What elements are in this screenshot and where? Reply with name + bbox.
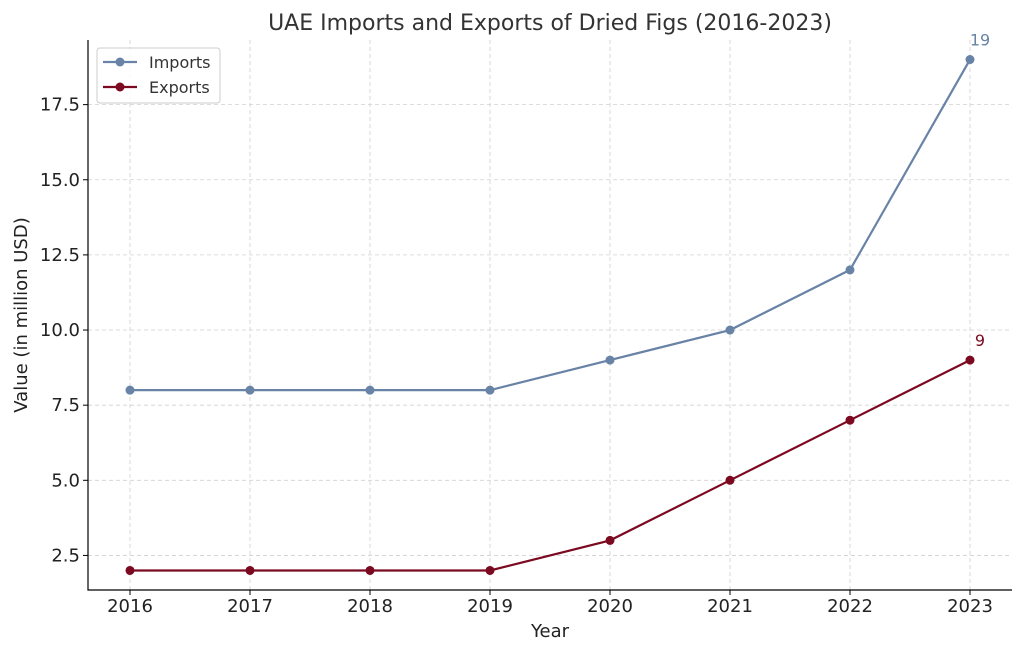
- data-point: [245, 385, 255, 395]
- legend-marker: [115, 82, 125, 92]
- axes-layer: UAE Imports and Exports of Dried Figs (2…: [11, 11, 1012, 642]
- data-point: [125, 565, 135, 575]
- x-tick-label: 2017: [227, 596, 273, 617]
- x-axis-title: Year: [530, 621, 570, 642]
- data-label: 19: [970, 31, 990, 50]
- data-point: [605, 355, 615, 365]
- series-line: [130, 359, 971, 572]
- x-tick-label: 2020: [587, 596, 633, 617]
- y-axis-title: Value (in million USD): [11, 217, 32, 412]
- legend: Imports Exports: [96, 47, 221, 104]
- data-label: 9: [975, 331, 985, 350]
- x-tick-label: 2019: [467, 596, 513, 617]
- data-point: [365, 565, 375, 575]
- y-tick-label: 7.5: [51, 395, 80, 416]
- data-point: [725, 325, 735, 335]
- legend-label: Exports: [149, 78, 210, 97]
- y-tick-label: 17.5: [40, 95, 80, 116]
- series-imports: 19: [125, 31, 990, 395]
- data-point: [845, 415, 855, 425]
- legend-label: Imports: [149, 53, 210, 72]
- x-tick-label: 2021: [707, 596, 753, 617]
- data-point: [605, 535, 615, 545]
- y-tick-label: 5.0: [51, 470, 80, 491]
- data-point: [485, 565, 495, 575]
- y-tick-label: 15.0: [40, 170, 80, 191]
- chart-title: UAE Imports and Exports of Dried Figs (2…: [268, 11, 832, 36]
- series-layer: 19 9: [125, 31, 990, 575]
- data-point: [365, 385, 375, 395]
- y-tick-label: 10.0: [40, 320, 80, 341]
- grid-layer: [88, 40, 1012, 590]
- x-tick-label: 2023: [947, 596, 993, 617]
- x-tick-label: 2022: [827, 596, 873, 617]
- axis-spines: [87, 40, 1012, 591]
- data-point: [845, 265, 855, 275]
- series-line: [130, 58, 971, 392]
- x-tick-label: 2016: [107, 596, 153, 617]
- legend-marker: [115, 57, 125, 67]
- x-tick-label: 2018: [347, 596, 393, 617]
- data-point: [245, 565, 255, 575]
- data-point: [125, 385, 135, 395]
- y-tick-label: 2.5: [51, 545, 80, 566]
- data-point: [965, 355, 975, 365]
- y-tick-label: 12.5: [40, 245, 80, 266]
- data-point: [965, 55, 975, 65]
- data-point: [485, 385, 495, 395]
- data-point: [725, 475, 735, 485]
- series-exports: 9: [125, 331, 985, 575]
